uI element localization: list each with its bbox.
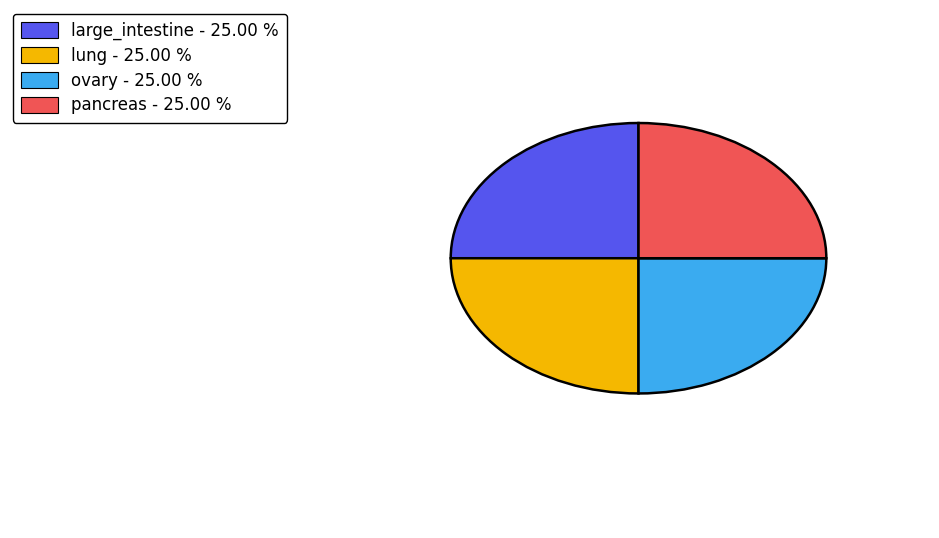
Wedge shape xyxy=(639,123,826,258)
Wedge shape xyxy=(639,258,826,393)
Wedge shape xyxy=(451,258,639,393)
Wedge shape xyxy=(451,123,639,258)
Legend: large_intestine - 25.00 %, lung - 25.00 %, ovary - 25.00 %, pancreas - 25.00 %: large_intestine - 25.00 %, lung - 25.00 … xyxy=(13,13,287,123)
